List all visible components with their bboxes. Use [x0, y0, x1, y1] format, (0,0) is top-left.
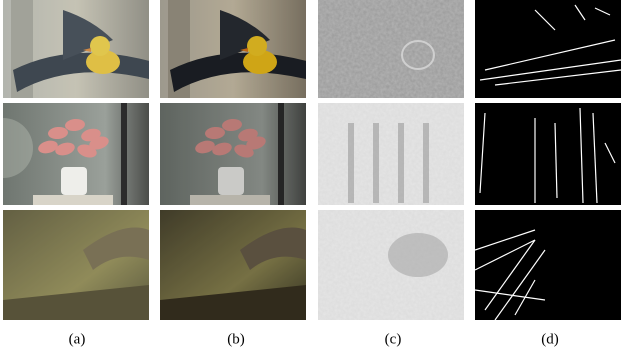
edge-line — [579, 107, 584, 204]
image-content — [318, 103, 464, 205]
image-panel — [318, 0, 464, 98]
panel-label: (a) — [69, 331, 86, 347]
duck-head — [90, 36, 110, 56]
leaf — [246, 136, 266, 150]
reflection — [3, 210, 149, 320]
mural — [83, 227, 149, 270]
image-content — [318, 210, 464, 320]
edge-line — [554, 122, 558, 199]
image-panel — [3, 210, 149, 320]
duck-beak — [240, 48, 248, 52]
shade — [160, 0, 306, 98]
edge-line — [604, 142, 616, 164]
panel-label: (b) — [227, 331, 245, 347]
background — [475, 210, 621, 320]
texture — [318, 103, 464, 205]
image-panel — [475, 0, 621, 98]
image-panel — [160, 0, 306, 98]
image-panel — [318, 210, 464, 320]
image-content — [3, 210, 149, 320]
leaf — [38, 140, 58, 154]
floor — [3, 285, 149, 320]
window-frame — [278, 103, 284, 205]
shape — [423, 123, 429, 203]
image-content — [3, 0, 149, 98]
chair-back — [63, 10, 113, 60]
image-panel — [160, 103, 306, 205]
edge-line — [534, 9, 556, 31]
edge-line — [479, 59, 621, 81]
edge-line — [494, 249, 546, 320]
leaf — [222, 118, 242, 132]
duck-beak — [83, 48, 91, 52]
shape — [348, 123, 354, 203]
leaf — [205, 126, 225, 140]
edge-line — [514, 279, 536, 316]
edge-line — [484, 39, 616, 71]
image-panel — [3, 0, 149, 98]
duck-head — [247, 36, 267, 56]
leaf — [55, 142, 75, 156]
image-panel — [318, 103, 464, 205]
background — [475, 0, 621, 98]
image-content — [318, 0, 464, 98]
image-content — [160, 103, 306, 205]
image-grid — [3, 0, 621, 320]
pot — [218, 167, 244, 195]
shape — [373, 123, 379, 203]
image-content — [3, 103, 149, 205]
leaf — [65, 118, 85, 132]
image-panel — [475, 103, 621, 205]
duck-body — [86, 50, 120, 74]
texture — [318, 0, 464, 98]
image-content — [160, 210, 306, 320]
edge-line — [475, 239, 536, 271]
image-content — [160, 0, 306, 98]
leaf — [212, 142, 232, 156]
image-panel — [3, 103, 149, 205]
reflection — [3, 0, 149, 98]
window-frame — [121, 103, 127, 205]
pot — [61, 167, 87, 195]
background — [475, 103, 621, 205]
shelf — [190, 195, 270, 205]
edge-line — [484, 239, 536, 311]
edge-line — [475, 229, 536, 251]
image-panel — [160, 210, 306, 320]
shelf — [33, 195, 113, 205]
edge-line — [592, 112, 598, 204]
image-content — [475, 0, 621, 98]
shape — [388, 233, 448, 277]
leaf — [195, 140, 215, 154]
chair-back — [220, 10, 270, 60]
mural — [240, 227, 306, 270]
leaf — [89, 136, 109, 150]
leaf — [48, 126, 68, 140]
edge-line — [594, 7, 611, 16]
edge-line — [479, 112, 486, 194]
reflection — [3, 118, 33, 178]
shade — [160, 103, 306, 205]
edge-line — [494, 69, 621, 86]
edge-line — [574, 4, 586, 21]
panel-label: (d) — [541, 331, 559, 347]
image-content — [475, 103, 621, 205]
edge-line — [475, 289, 546, 301]
image-content — [475, 210, 621, 320]
shape — [398, 123, 404, 203]
floor — [160, 285, 306, 320]
image-panel — [475, 210, 621, 320]
shape — [401, 40, 435, 70]
panel-label: (c) — [385, 331, 402, 347]
duck-body — [243, 50, 277, 74]
shade — [160, 210, 306, 320]
